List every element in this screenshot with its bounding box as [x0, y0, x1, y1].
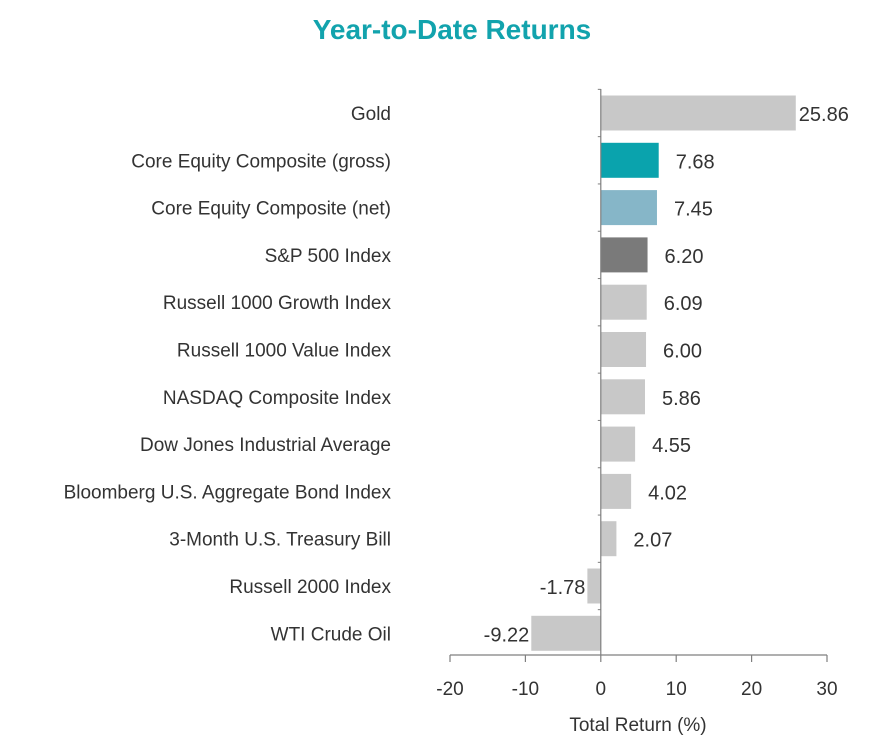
category-label: S&P 500 Index [265, 246, 392, 267]
value-label: -9.22 [484, 624, 530, 646]
bar [600, 521, 617, 557]
category-label: Bloomberg U.S. Aggregate Bond Index [64, 482, 392, 503]
category-label: Gold [351, 104, 391, 125]
bar [600, 284, 647, 320]
bar [600, 473, 632, 509]
value-label: 6.00 [663, 341, 702, 363]
chart-title: Year-to-Date Returns [312, 14, 592, 45]
category-label: Dow Jones Industrial Average [140, 435, 391, 456]
category-label: Russell 2000 Index [229, 577, 391, 598]
value-label: 4.02 [648, 482, 687, 504]
value-label: 25.86 [799, 104, 849, 126]
value-label: 4.55 [652, 435, 691, 457]
value-label: 5.86 [662, 388, 701, 410]
x-tick-label: -10 [512, 679, 539, 700]
bar [600, 95, 796, 131]
bar [600, 379, 645, 415]
category-label: Russell 1000 Growth Index [163, 293, 392, 314]
x-tick-label: 10 [666, 679, 687, 700]
value-label: -1.78 [540, 577, 586, 599]
value-label: 2.07 [633, 530, 672, 552]
bar [600, 190, 657, 226]
category-label: WTI Crude Oil [271, 624, 391, 645]
x-tick-label: 0 [596, 679, 607, 700]
bar [531, 615, 601, 651]
x-tick-label: -20 [436, 679, 463, 700]
bar [600, 332, 647, 367]
x-tick-label: 30 [816, 679, 837, 700]
bar [600, 426, 636, 462]
x-axis-label: Total Return (%) [569, 715, 706, 736]
bar [600, 237, 648, 273]
value-label: 6.20 [665, 246, 704, 268]
bar [587, 568, 601, 604]
value-label: 7.68 [676, 151, 715, 173]
bar [600, 142, 659, 178]
category-label: NASDAQ Composite Index [163, 388, 392, 409]
value-label: 7.45 [674, 199, 713, 221]
value-label: 6.09 [664, 293, 703, 315]
category-label: Core Equity Composite (gross) [131, 151, 391, 172]
x-tick-label: 20 [741, 679, 762, 700]
category-label: 3-Month U.S. Treasury Bill [169, 530, 391, 551]
category-label: Russell 1000 Value Index [177, 341, 392, 362]
category-label: Core Equity Composite (net) [151, 199, 391, 220]
